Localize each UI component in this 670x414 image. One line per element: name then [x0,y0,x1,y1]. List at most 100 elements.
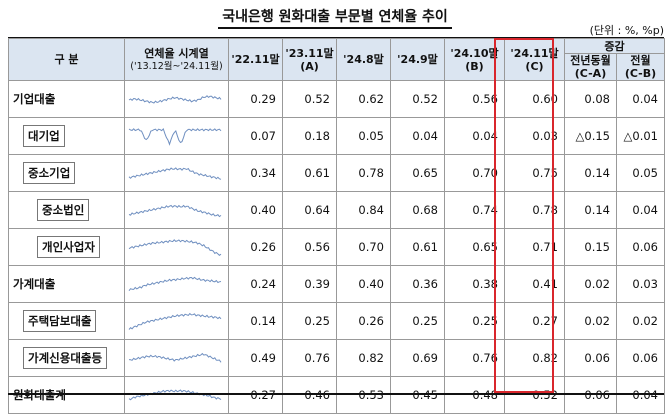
cell-v2408: 0.05 [336,117,391,155]
cell-v2409: 0.36 [390,265,445,303]
cell-yoy: 0.06 [564,376,617,414]
row-label: 중소법인 [8,191,125,229]
row-label: 개인사업자 [8,228,125,266]
cell-v2409: 0.61 [390,228,445,266]
cell-v2311: 0.39 [282,265,337,303]
header-2411: '24.11말 (C) [504,38,565,81]
cell-v2410: 0.38 [444,265,505,303]
row-label: 주택담보대출 [8,302,125,340]
table-row: 원화대출계 0.27 0.46 0.53 0.45 0.48 0.52 0.06 0.04 [8,376,665,414]
cell-v2409: 0.69 [390,339,445,377]
table-row: 대기업 0.07 0.18 0.05 0.04 0.04 0.03 △0.15 △0.01 [8,117,665,155]
header-change: 증감 [564,38,665,54]
cell-v2211: 0.29 [228,80,283,118]
cell-v2211: 0.34 [228,154,283,192]
sparkline [124,302,229,340]
cell-v2411: 0.27 [504,302,565,340]
row-label: 가계대출 [8,265,125,303]
cell-v2211: 0.24 [228,265,283,303]
cell-v2211: 0.49 [228,339,283,377]
cell-v2410: 0.56 [444,80,505,118]
header-2211: '22.11말 [228,38,283,81]
cell-yoy: 0.06 [564,339,617,377]
table-row: 가계신용대출등 0.49 0.76 0.82 0.69 0.76 0.82 0.06 0.06 [8,339,665,377]
cell-v2311: 0.64 [282,191,337,229]
cell-v2408: 0.62 [336,80,391,118]
header-series: 연체율 시계열 ('13.12월~'24.11월) [124,38,229,81]
cell-yoy: 0.02 [564,302,617,340]
cell-v2409: 0.45 [390,376,445,414]
table-row: 기업대출 0.29 0.52 0.62 0.52 0.56 0.60 0.08 0.04 [8,80,665,118]
table-row: 중소기업 0.34 0.61 0.78 0.65 0.70 0.75 0.14 0.05 [8,154,665,192]
cell-v2410: 0.04 [444,117,505,155]
cell-v2409: 0.68 [390,191,445,229]
sparkline [124,191,229,229]
cell-v2211: 0.27 [228,376,283,414]
sparkline [124,154,229,192]
header-2410: '24.10말 (B) [444,38,505,81]
sparkline [124,339,229,377]
sparkline [124,376,229,414]
cell-v2411: 0.75 [504,154,565,192]
cell-v2409: 0.52 [390,80,445,118]
cell-v2311: 0.56 [282,228,337,266]
cell-v2408: 0.78 [336,154,391,192]
cell-mom: 0.04 [616,191,665,229]
cell-v2211: 0.07 [228,117,283,155]
header-mom: 전월 (C-B) [616,53,665,81]
cell-v2311: 0.52 [282,80,337,118]
row-label: 기업대출 [8,80,125,118]
cell-v2211: 0.26 [228,228,283,266]
cell-v2311: 0.61 [282,154,337,192]
delinquency-table: 구 분 연체율 시계열 ('13.12월~'24.11월) '22.11말 '2… [8,38,665,414]
cell-v2411: 0.78 [504,191,565,229]
cell-mom: 0.06 [616,339,665,377]
cell-yoy: 0.02 [564,265,617,303]
header-2409: '24.9말 [390,38,445,81]
cell-v2211: 0.14 [228,302,283,340]
header-category: 구 분 [8,38,125,81]
cell-yoy: 0.15 [564,228,617,266]
cell-mom: 0.04 [616,80,665,118]
cell-v2410: 0.48 [444,376,505,414]
cell-yoy: 0.14 [564,191,617,229]
cell-v2410: 0.25 [444,302,505,340]
cell-v2411: 0.60 [504,80,565,118]
cell-mom: 0.04 [616,376,665,414]
sparkline [124,117,229,155]
sparkline [124,265,229,303]
bottom-rule [8,393,664,395]
cell-v2408: 0.70 [336,228,391,266]
cell-v2408: 0.26 [336,302,391,340]
cell-mom: 0.06 [616,228,665,266]
cell-mom: 0.02 [616,302,665,340]
page-title: 국내은행 원화대출 부문별 연체율 추이 [0,6,670,29]
row-label: 중소기업 [8,154,125,192]
table-row: 가계대출 0.24 0.39 0.40 0.36 0.38 0.41 0.02 0.03 [8,265,665,303]
cell-v2311: 0.25 [282,302,337,340]
table-row: 개인사업자 0.26 0.56 0.70 0.61 0.65 0.71 0.15 0.06 [8,228,665,266]
cell-v2311: 0.76 [282,339,337,377]
cell-v2410: 0.74 [444,191,505,229]
cell-v2411: 0.03 [504,117,565,155]
header-2311: '23.11말 (A) [282,38,337,81]
sparkline [124,228,229,266]
cell-v2411: 0.82 [504,339,565,377]
cell-mom: 0.03 [616,265,665,303]
cell-v2408: 0.40 [336,265,391,303]
cell-v2311: 0.18 [282,117,337,155]
table-row: 중소법인 0.40 0.64 0.84 0.68 0.74 0.78 0.14 0.04 [8,191,665,229]
cell-mom: △0.01 [616,117,665,155]
cell-v2410: 0.65 [444,228,505,266]
cell-v2411: 0.41 [504,265,565,303]
cell-v2311: 0.46 [282,376,337,414]
cell-v2408: 0.53 [336,376,391,414]
cell-yoy: △0.15 [564,117,617,155]
cell-yoy: 0.14 [564,154,617,192]
cell-yoy: 0.08 [564,80,617,118]
cell-v2408: 0.82 [336,339,391,377]
table-row: 주택담보대출 0.14 0.25 0.26 0.25 0.25 0.27 0.02 0.02 [8,302,665,340]
cell-v2411: 0.71 [504,228,565,266]
cell-mom: 0.05 [616,154,665,192]
cell-v2211: 0.40 [228,191,283,229]
